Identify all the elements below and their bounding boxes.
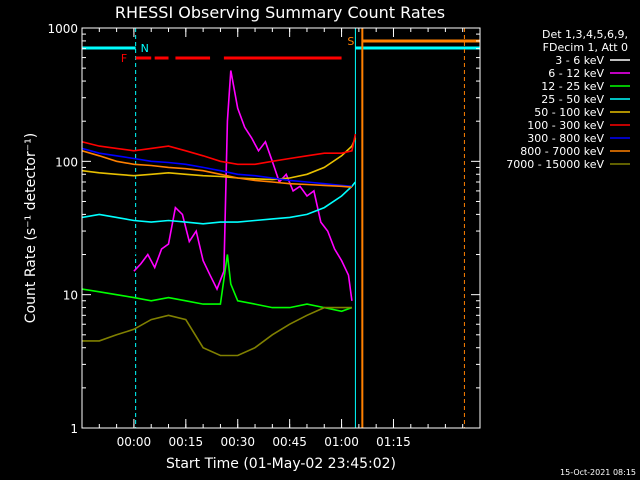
legend-entry-label: 100 - 300 keV — [527, 119, 604, 132]
y-axis: 1 10 100 1000 — [47, 22, 480, 436]
observing-flags: N S F — [82, 28, 480, 428]
legend-entry-label: 800 - 7000 keV — [520, 145, 604, 158]
night-flag-label: N — [141, 42, 149, 55]
legend-entry-label: 7000 - 15000 keV — [506, 158, 604, 171]
series-line-2 — [133, 70, 353, 301]
legend-entry-label: 300 - 800 keV — [527, 132, 604, 145]
series-line-4 — [82, 181, 357, 225]
footer-timestamp: 15-Oct-2021 08:15 — [560, 468, 636, 477]
x-tick-label: 00:00 — [117, 435, 152, 449]
plot-area: N S F — [81, 27, 481, 429]
x-axis-label: Start Time (01-May-02 23:45:02) — [166, 456, 396, 472]
series-line-9 — [82, 306, 352, 357]
legend-entry-label: 25 - 50 keV — [541, 93, 604, 106]
legend-header-line: FDecim 1, Att 0 — [543, 41, 628, 54]
saa-flag-label: S — [347, 35, 354, 48]
y-tick-label: 1 — [70, 422, 78, 436]
x-tick-label: 00:15 — [169, 435, 204, 449]
series-line-1 — [133, 108, 353, 285]
y-axis-label: Count Rate (s⁻¹ detector⁻¹) — [23, 133, 39, 323]
y-tick-label: 100 — [55, 155, 78, 169]
legend-entry-label: 12 - 25 keV — [541, 80, 604, 93]
x-tick-label: 00:30 — [220, 435, 255, 449]
series-lines — [82, 70, 357, 357]
y-tick-label: 1000 — [47, 22, 78, 36]
legend-entry-label: 6 - 12 keV — [548, 67, 604, 80]
chart-title: RHESSI Observing Summary Count Rates — [115, 3, 445, 22]
series-line-3 — [82, 254, 353, 313]
x-axis: 00:00 00:15 00:30 00:45 01:00 01:15 — [81, 28, 481, 449]
legend: Det 1,3,4,5,6,9,FDecim 1, Att 03 - 6 keV… — [506, 28, 630, 171]
plot-frame — [81, 27, 481, 429]
x-tick-label: 01:15 — [376, 435, 411, 449]
series-line-7 — [82, 147, 352, 188]
legend-entry-label: 3 - 6 keV — [555, 54, 604, 67]
legend-entry-label: 50 - 100 keV — [534, 106, 604, 119]
series-line-6 — [82, 133, 357, 166]
y-tick-label: 10 — [63, 289, 78, 303]
series-line-5 — [82, 137, 357, 181]
x-tick-label: 00:45 — [272, 435, 307, 449]
series-line-8 — [82, 150, 352, 188]
legend-header-line: Det 1,3,4,5,6,9, — [542, 28, 628, 41]
flare-flag-label: F — [121, 52, 127, 65]
x-tick-label: 01:00 — [324, 435, 359, 449]
